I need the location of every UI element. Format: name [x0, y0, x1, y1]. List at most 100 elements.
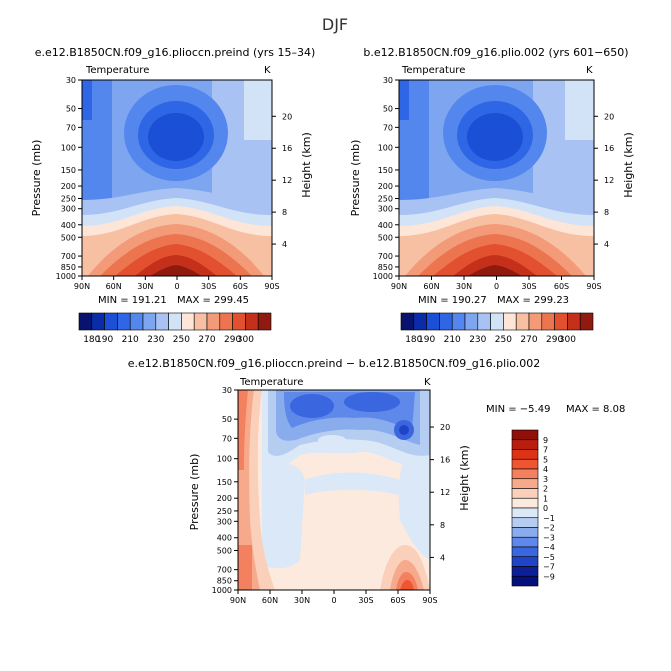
panel-2-ylabel: Pressure (mb): [349, 140, 362, 217]
latitude-tick-label: 30S: [358, 596, 373, 605]
colorbar-swatch: [515, 312, 530, 331]
colorbar-swatch: [511, 527, 539, 538]
panel-1-units: K: [264, 65, 271, 76]
pressure-tick-label: 200: [217, 494, 232, 503]
panel-2-field: [399, 80, 594, 276]
pressure-tick-label: 30: [383, 76, 393, 85]
height-tick-label: 4: [604, 240, 609, 249]
pressure-tick-label: 50: [66, 105, 76, 114]
pressure-tick-label: 700: [378, 252, 393, 261]
colorbar-label: 230: [147, 335, 164, 345]
colorbar-label: −7: [543, 563, 555, 572]
colorbar-swatch: [142, 312, 157, 331]
height-tick-label: 12: [440, 488, 450, 497]
latitude-tick-label: 0: [494, 282, 499, 291]
colorbar-label: −1: [543, 514, 555, 523]
colorbar-label: 250: [495, 335, 512, 345]
pressure-tick-label: 50: [383, 105, 393, 114]
colorbar-swatch: [511, 488, 539, 499]
colorbar-label: 7: [543, 446, 548, 455]
colorbar-label: −3: [543, 533, 555, 542]
figure-title: DJF: [322, 15, 348, 34]
colorbar-label: 190: [418, 335, 435, 345]
colorbar-label: 210: [444, 335, 461, 345]
pressure-tick-label: 700: [217, 566, 232, 575]
height-tick-label: 12: [604, 176, 614, 185]
pressure-tick-label: 200: [378, 182, 393, 191]
colorbar-label: 250: [173, 335, 190, 345]
colorbar-swatch: [511, 449, 539, 460]
pressure-tick-label: 1000: [373, 272, 393, 281]
panel-3-min-label: MIN = −5.49: [486, 404, 550, 415]
pressure-tick-label: 70: [66, 123, 76, 132]
height-tick-label: 20: [282, 112, 292, 121]
latitude-tick-label: 0: [331, 596, 336, 605]
colorbar-swatch: [193, 312, 208, 331]
colorbar-swatch: [567, 312, 581, 331]
height-tick-label: 16: [440, 456, 450, 465]
colorbar-label: −9: [543, 572, 555, 581]
panel-2-y2label: Height (km): [622, 132, 635, 198]
pressure-tick-label: 200: [61, 182, 76, 191]
height-tick-label: 20: [440, 423, 450, 432]
panel-1-min-label: MIN = 191.21: [98, 295, 167, 306]
panel-2-variable: Temperature: [401, 65, 465, 76]
panel-3-units: K: [424, 377, 431, 388]
panel-1-field: [82, 80, 272, 276]
panel-1: e.e12.B1850CN.f09_g16.plioccn.preind (yr…: [30, 46, 315, 345]
colorbar-swatch: [511, 507, 539, 519]
colorbar-swatch: [129, 312, 144, 331]
colorbar-swatch: [245, 312, 259, 331]
colorbar-swatch: [155, 312, 169, 331]
colorbar-swatch: [168, 312, 182, 331]
colorbar-swatch: [511, 536, 539, 548]
height-tick-label: 8: [604, 208, 609, 217]
colorbar-swatch: [400, 312, 415, 331]
latitude-tick-label: 30S: [201, 282, 216, 291]
colorbar-label: 290: [224, 335, 241, 345]
pressure-tick-label: 850: [61, 263, 76, 272]
colorbar-swatch: [232, 312, 246, 331]
pressure-tick-label: 70: [222, 434, 232, 443]
colorbar-label: 4: [543, 465, 548, 474]
pressure-tick-label: 400: [217, 534, 232, 543]
panel-3-y2label: Height (km): [458, 445, 471, 511]
colorbar-label: 2: [543, 485, 548, 494]
panel-3-max-label: MAX = 8.08: [566, 404, 625, 415]
colorbar-swatch: [511, 517, 539, 528]
colorbar-swatch: [477, 312, 491, 331]
colorbar-label: 300: [237, 335, 254, 345]
colorbar-swatch: [511, 478, 539, 489]
colorbar-label: 300: [559, 335, 576, 345]
colorbar-swatch: [206, 312, 221, 331]
colorbar-swatch: [511, 429, 539, 441]
latitude-tick-label: 90N: [74, 282, 90, 291]
latitude-tick-label: 0: [174, 282, 179, 291]
pressure-tick-label: 150: [61, 166, 76, 175]
pressure-tick-label: 100: [61, 143, 76, 152]
pressure-tick-label: 300: [61, 205, 76, 214]
colorbar-label: 190: [96, 335, 113, 345]
panel-3: e.e12.B1850CN.f09_g16.plioccn.preind − b…: [128, 357, 626, 605]
panel-2-units: K: [586, 65, 593, 76]
colorbar-swatch: [579, 312, 594, 331]
pressure-tick-label: 70: [383, 123, 393, 132]
pressure-tick-label: 250: [217, 507, 232, 516]
latitude-tick-label: 30S: [521, 282, 536, 291]
colorbar-label: 0: [543, 504, 548, 513]
colorbar-swatch: [117, 312, 131, 331]
pressure-tick-label: 30: [222, 386, 232, 395]
colorbar-swatch: [511, 566, 539, 577]
colorbar-swatch: [511, 439, 539, 450]
colorbar-swatch: [181, 312, 195, 331]
colorbar-label: 270: [198, 335, 215, 345]
colorbar-label: 9: [543, 436, 548, 445]
latitude-tick-label: 90S: [264, 282, 279, 291]
colorbar-swatch: [104, 312, 118, 331]
colorbar-swatch: [78, 312, 93, 331]
